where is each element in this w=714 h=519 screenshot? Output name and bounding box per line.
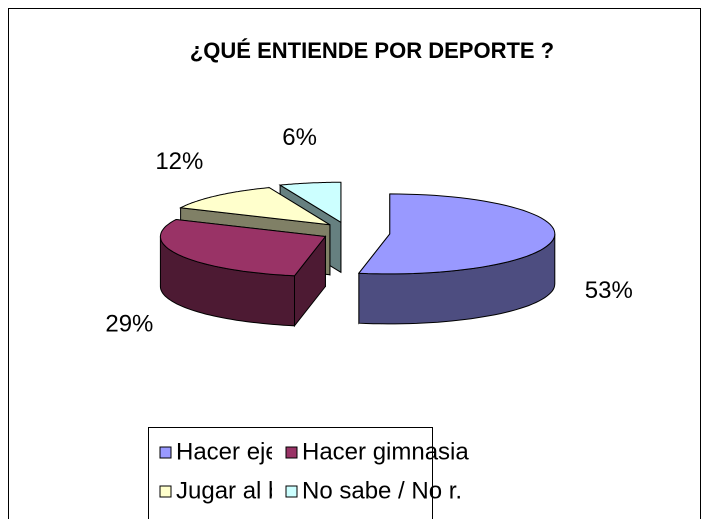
- legend-label: Hacer gimnasia: [302, 438, 469, 465]
- data-label: 6%: [282, 124, 317, 151]
- legend-column: Hacer ejercicio Jugar al balón: [176, 438, 335, 504]
- legend-label: No sabe / No r.: [302, 477, 462, 504]
- data-label: 53%: [585, 277, 633, 304]
- legend-swatch: [159, 485, 172, 498]
- legend-label: Hacer ejercicio: [176, 438, 335, 465]
- slice: [357, 193, 556, 275]
- legend-swatch: [285, 446, 298, 459]
- legend-label: Jugar al balón: [176, 477, 327, 504]
- legend-swatch: [285, 485, 298, 498]
- legend-swatch: [159, 446, 172, 459]
- chart-title: ¿QUÉ ENTIENDE POR DEPORTE ?: [190, 38, 554, 63]
- legend-box: [148, 427, 433, 519]
- slice: [178, 187, 331, 226]
- slice: [159, 218, 327, 277]
- data-label: 12%: [155, 148, 203, 175]
- data-label: 29%: [105, 310, 153, 337]
- slice: [278, 181, 342, 224]
